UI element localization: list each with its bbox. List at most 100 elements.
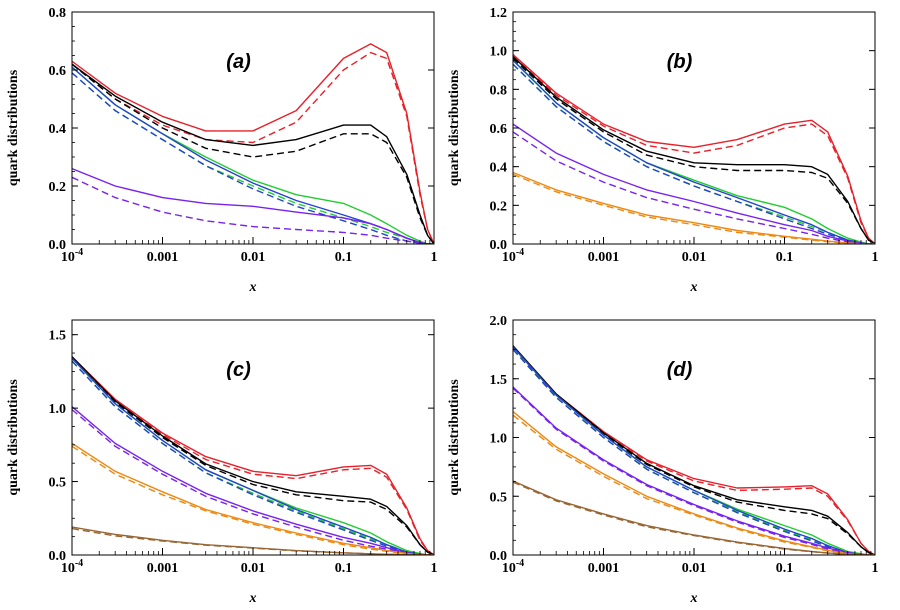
x-tick-label: 10-4 — [61, 247, 83, 265]
series-red-dashed — [72, 357, 434, 555]
y-axis-label: quark distributions — [447, 379, 462, 496]
panel-label: (b) — [667, 51, 693, 73]
series-green-solid — [513, 59, 875, 244]
series-blue-dashed — [72, 360, 434, 555]
x-tick-label: 0.001 — [588, 561, 620, 576]
series-brown-dashed — [72, 527, 434, 555]
panel-label: (c) — [226, 359, 251, 381]
series-green-dashed — [513, 348, 875, 555]
panel-c: 0.0 0.5 1.0 1.5 10-4 0.001 0.01 0.1 1 x quark dist… — [6, 319, 438, 606]
y-tick-label: 0.5 — [490, 490, 508, 505]
series-blue-solid — [513, 59, 875, 244]
x-tick-label: 0.001 — [147, 250, 179, 265]
series-red-solid — [513, 53, 875, 244]
series-green-solid — [513, 346, 875, 555]
y-tick-label: 1.2 — [490, 6, 508, 21]
x-tick-label: 1 — [872, 561, 879, 576]
series-purple-dashed — [72, 176, 434, 244]
series-blue-solid — [513, 346, 875, 555]
series-black-dashed — [513, 57, 875, 244]
x-tick-label: 1 — [431, 250, 438, 265]
plot-frame — [71, 319, 435, 556]
curves — [513, 345, 875, 555]
x-axis-label: x — [690, 591, 698, 606]
y-tick-label: 1.0 — [490, 45, 508, 60]
y-tick-label: 0.6 — [490, 122, 508, 137]
y-tick-label: 0.0 — [49, 549, 67, 564]
y-tick-label: 0.4 — [490, 161, 508, 176]
x-tick-label: 0.01 — [682, 250, 707, 265]
y-tick-label: 1.0 — [49, 402, 67, 417]
x-tick-label: 0.01 — [241, 561, 266, 576]
y-tick-label: 0.5 — [49, 476, 67, 491]
panel-label: (a) — [226, 51, 251, 73]
series-black-solid — [513, 345, 875, 555]
panel-label: (d) — [667, 359, 693, 381]
series-red-solid — [72, 43, 434, 244]
y-tick-label: 0.4 — [49, 122, 67, 137]
series-black-solid — [72, 63, 434, 244]
curves — [513, 53, 875, 244]
x-tick-label: 0.1 — [335, 250, 353, 265]
series-purple-solid — [513, 386, 875, 555]
series-red-dashed — [513, 55, 875, 244]
x-tick-label: 0.1 — [335, 561, 353, 576]
series-green-solid — [72, 66, 434, 244]
x-tick-label: 0.1 — [776, 250, 794, 265]
x-tick-label: 0.001 — [147, 561, 179, 576]
x-axis-label: x — [249, 280, 257, 295]
x-tick-label: 10-4 — [61, 558, 83, 576]
y-tick-label: 0.2 — [49, 180, 67, 195]
x-tick-label: 10-4 — [502, 558, 524, 576]
series-black-dashed — [72, 357, 434, 555]
curves — [72, 356, 434, 555]
series-purple-dashed — [72, 409, 434, 555]
y-tick-label: 0.6 — [49, 64, 67, 79]
series-black-dashed — [513, 346, 875, 555]
series-green-solid — [72, 357, 434, 555]
series-blue-dashed — [513, 63, 875, 244]
x-axis-label: x — [249, 591, 257, 606]
x-tick-label: 0.001 — [588, 250, 620, 265]
x-tick-label: 10-4 — [502, 247, 524, 265]
series-black-solid — [72, 356, 434, 555]
x-tick-label: 0.1 — [776, 561, 794, 576]
series-red-solid — [513, 345, 875, 555]
y-tick-label: 1.0 — [490, 432, 508, 447]
panel-a: 0.0 0.2 0.4 0.6 0.8 10-4 0.001 0.01 0.1 1 x quark d… — [6, 6, 438, 295]
plot-frame — [71, 11, 435, 245]
panel-b: 0.0 0.2 0.4 0.6 0.8 1.0 1.2 10-4 0.001 0.01 0.1 1 x q… — [447, 6, 879, 295]
y-tick-label: 1.5 — [490, 373, 508, 388]
x-tick-label: 1 — [872, 250, 879, 265]
y-axis-label: quark distributions — [6, 69, 21, 186]
y-tick-label: 0.8 — [49, 6, 67, 21]
series-blue-solid — [72, 66, 434, 244]
series-red-dashed — [72, 51, 434, 244]
series-blue-dashed — [513, 348, 875, 555]
x-tick-label: 0.01 — [682, 561, 707, 576]
x-tick-label: 0.01 — [241, 250, 266, 265]
series-orange-solid — [513, 411, 875, 555]
series-purple-solid — [513, 123, 875, 244]
y-tick-label: 0.0 — [490, 238, 508, 253]
y-tick-label: 0.8 — [490, 83, 508, 98]
y-axis-label: quark distributions — [6, 379, 21, 496]
series-green-dashed — [72, 360, 434, 555]
series-red-dashed — [513, 346, 875, 555]
series-purple-solid — [72, 406, 434, 555]
y-tick-label: 0.0 — [490, 549, 508, 564]
series-red-solid — [72, 356, 434, 555]
x-tick-label: 1 — [431, 561, 438, 576]
y-tick-label: 0.0 — [49, 238, 67, 253]
y-tick-label: 0.2 — [490, 199, 508, 214]
y-axis-label: quark distributions — [447, 69, 462, 186]
y-tick-label: 2.0 — [490, 314, 508, 329]
series-black-solid — [513, 55, 875, 244]
curves — [72, 43, 434, 244]
series-purple-dashed — [513, 387, 875, 555]
y-tick-label: 1.5 — [49, 329, 67, 344]
series-blue-solid — [72, 357, 434, 555]
series-black-dashed — [72, 63, 434, 244]
series-purple-dashed — [513, 131, 875, 244]
